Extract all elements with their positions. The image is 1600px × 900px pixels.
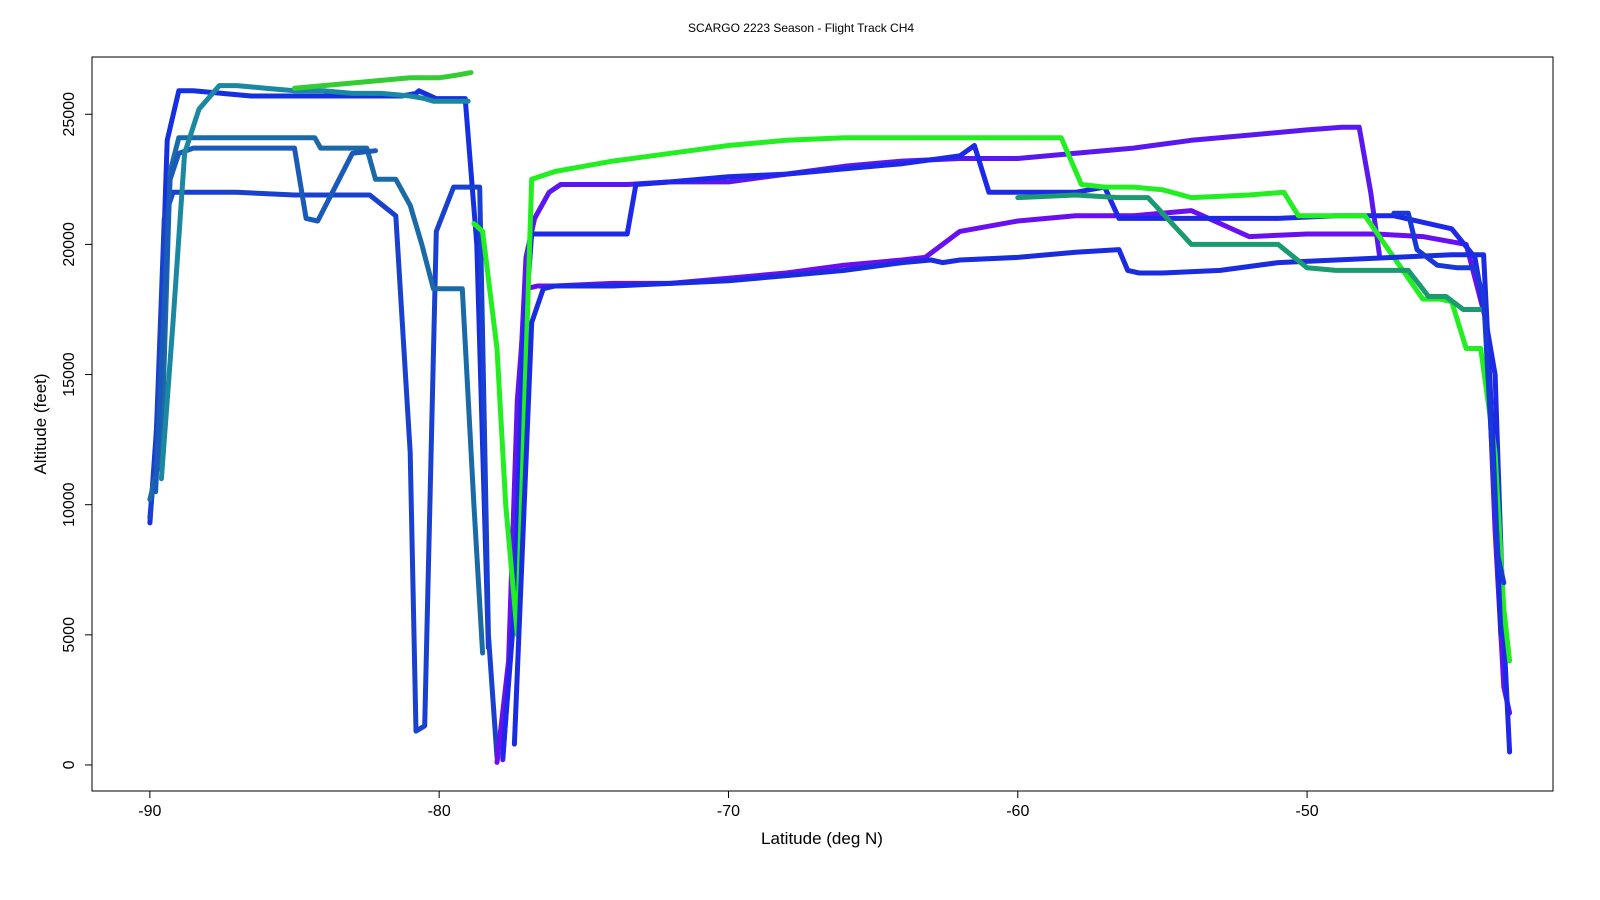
- flight-track-10: [471, 135, 1513, 664]
- x-axis: -90 -80 -70 -60 -50: [138, 791, 1319, 820]
- flight-track-6: [292, 70, 474, 91]
- y-tick-label: 5000: [61, 617, 78, 653]
- x-tick-label: -90: [138, 803, 161, 820]
- flight-track-2: [147, 184, 500, 760]
- y-tick-label: 15000: [61, 352, 78, 397]
- flight-track-9: [500, 143, 1513, 760]
- chart-title: SCARGO 2223 Season - Flight Track CH4: [688, 21, 914, 35]
- y-tick-label: 20000: [61, 222, 78, 267]
- x-tick-label: -60: [1006, 803, 1029, 820]
- plot-frame: [91, 56, 1554, 792]
- flight-track-11: [511, 247, 1504, 747]
- flight-track-13: [1391, 210, 1507, 586]
- series-layer: [147, 70, 1513, 765]
- flight-track-8: [500, 124, 1382, 763]
- flight-track-12: [1015, 192, 1484, 312]
- flight-track-5: [158, 83, 471, 482]
- x-tick-label: -50: [1296, 803, 1319, 820]
- y-axis: 0 5000 10000 15000 20000 25000: [61, 92, 92, 769]
- x-tick-label: -80: [428, 803, 451, 820]
- y-tick-label: 0: [61, 760, 78, 769]
- y-axis-label: Altitude (feet): [31, 373, 50, 474]
- flight-track-7: [494, 208, 1513, 765]
- y-tick-label: 25000: [61, 92, 78, 137]
- flight-track-3: [147, 135, 486, 656]
- flight-track-1: [147, 88, 491, 651]
- x-axis-label: Latitude (deg N): [761, 829, 883, 848]
- x-tick-label: -70: [717, 803, 740, 820]
- y-tick-label: 10000: [61, 482, 78, 527]
- flight-track-4: [153, 145, 378, 495]
